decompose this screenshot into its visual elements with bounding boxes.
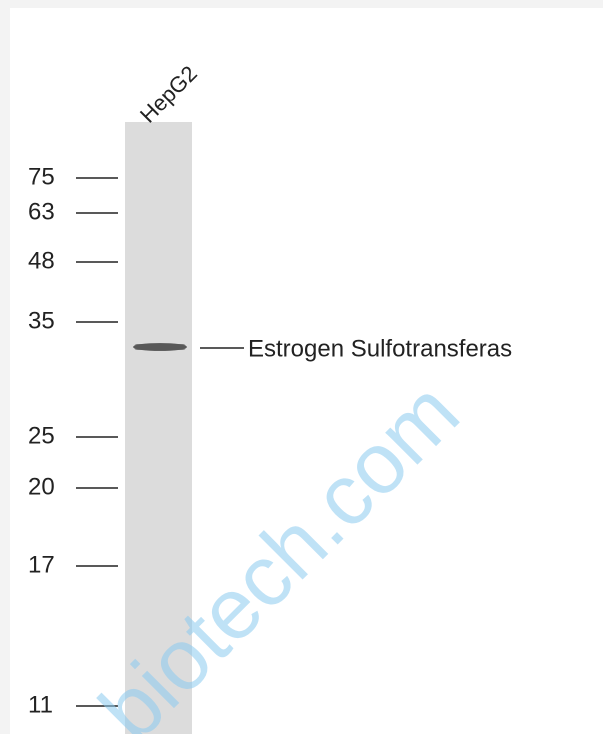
marker-label: 17 (28, 551, 55, 578)
blot-figure: HepG2 Estrogen Sulfotransferas 756348352… (0, 0, 603, 734)
marker-label: 11 (28, 691, 53, 718)
page: HepG2 Estrogen Sulfotransferas 756348352… (0, 0, 603, 734)
marker-label: 63 (28, 198, 55, 225)
marker-label: 48 (28, 247, 55, 274)
panel (10, 8, 603, 734)
marker-label: 20 (28, 473, 55, 500)
marker-label: 25 (28, 422, 55, 449)
band-label: Estrogen Sulfotransferas (248, 335, 512, 362)
band-core (134, 344, 186, 350)
marker-label: 35 (28, 307, 55, 334)
marker-label: 75 (28, 163, 55, 190)
